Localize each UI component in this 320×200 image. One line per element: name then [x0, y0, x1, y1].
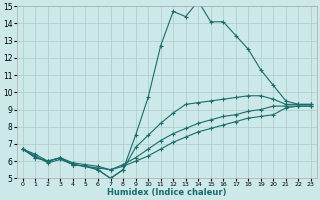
- X-axis label: Humidex (Indice chaleur): Humidex (Indice chaleur): [107, 188, 227, 197]
